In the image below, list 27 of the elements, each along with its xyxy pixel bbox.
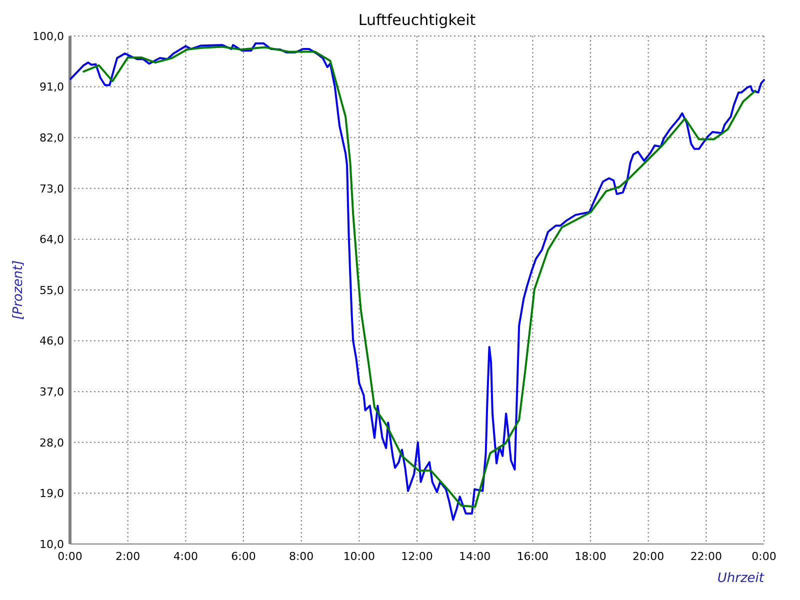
y-tick-label: 100,0 [32,30,64,43]
y-tick-label: 55,0 [40,284,64,297]
x-tick-label: 14:00 [458,550,491,563]
y-tick-label: 19,0 [40,487,64,500]
y-tick-label: 37,0 [40,385,64,398]
x-tick-label: 12:00 [401,550,433,563]
x-tick-label: 0:00 [58,550,82,563]
x-tick-label: 20:00 [632,550,664,563]
y-tick-label: 10,0 [40,538,64,551]
y-tick-label: 64,0 [40,233,64,246]
x-tick-label: 2:00 [115,550,140,563]
x-tick-label: 18:00 [574,550,606,563]
x-tick-label: 4:00 [173,550,198,563]
x-axis-title: Uhrzeit [717,571,765,586]
y-tick-label: 28,0 [40,436,64,450]
x-tick-label: 22:00 [690,550,722,563]
y-tick-label: 82,0 [40,131,64,144]
y-tick-label: 73,0 [40,182,64,196]
x-tick-label: 16:00 [516,550,549,563]
chart-title: Luftfeuchtigkeit [358,11,476,29]
y-axis-title: [Prozent] [11,260,26,320]
x-tick-label: 8:00 [288,550,314,563]
y-tick-label: 91,0 [40,80,64,94]
x-tick-label: 6:00 [231,550,256,563]
x-tick-label: 10:00 [343,550,376,563]
x-tick-label: 0:00 [752,550,776,563]
y-tick-label: 46,0 [40,334,64,348]
